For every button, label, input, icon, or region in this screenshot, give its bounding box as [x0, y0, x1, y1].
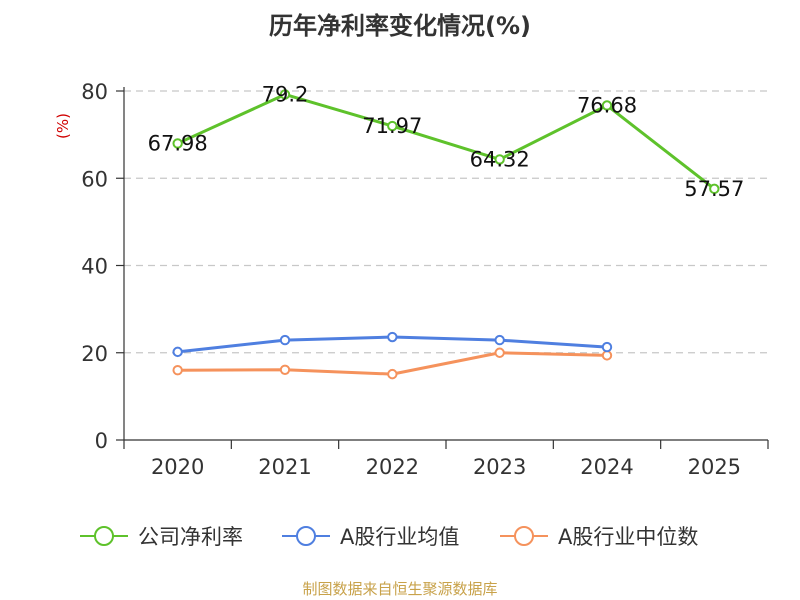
legend-marker-icon [282, 526, 330, 546]
y-tick-label: 20 [81, 342, 108, 366]
legend-marker-icon [80, 526, 128, 546]
data-point [172, 365, 183, 376]
y-tick-label: 80 [81, 80, 108, 104]
data-point [601, 341, 613, 353]
data-source-note: 制图数据来自恒生聚源数据库 [302, 580, 498, 598]
data-label: 71.97 [362, 114, 422, 138]
legend-marker-icon [500, 526, 548, 546]
x-tick-label: 2024 [580, 455, 633, 479]
y-tick-label: 0 [95, 429, 108, 453]
legend-label: A股行业均值 [340, 525, 460, 549]
y-tick-label: 40 [81, 255, 108, 279]
data-point [279, 364, 291, 375]
data-label: 64.32 [470, 147, 530, 171]
data-point [387, 368, 398, 380]
data-point [709, 183, 720, 195]
x-tick-label: 2022 [366, 455, 419, 479]
data-point [172, 346, 183, 358]
legend: 公司净利率 A股行业均值 A股行业中位数 [0, 518, 800, 558]
data-point [279, 334, 291, 346]
series-line [177, 92, 716, 191]
y-axis-label: (%) [54, 113, 72, 139]
legend-label: A股行业中位数 [558, 525, 699, 549]
data-point [387, 331, 398, 343]
x-tick-label: 2023 [473, 455, 526, 479]
data-label: 67.98 [148, 131, 208, 155]
legend-item-net-margin[interactable]: 公司净利率 [80, 518, 243, 554]
x-tick-label: 2020 [151, 455, 204, 479]
legend-item-industry-mean[interactable]: A股行业均值 [282, 518, 459, 554]
data-point [172, 138, 183, 149]
data-point [494, 347, 505, 358]
data-point [494, 334, 505, 346]
data-point [387, 120, 398, 132]
x-tick-label: 2025 [688, 455, 741, 479]
y-tick-label: 60 [81, 167, 108, 191]
data-point [279, 89, 291, 100]
data-point [601, 350, 613, 361]
data-label: 76.68 [577, 93, 637, 117]
data-label: 57.57 [684, 177, 744, 201]
legend-label: 公司净利率 [138, 525, 243, 549]
legend-item-industry-median[interactable]: A股行业中位数 [500, 518, 698, 554]
data-point [601, 100, 613, 111]
data-label: 79.2 [262, 82, 309, 106]
chart-title: 历年净利率变化情况(%) [269, 12, 531, 40]
data-point [494, 154, 505, 165]
x-tick-label: 2021 [258, 455, 311, 479]
